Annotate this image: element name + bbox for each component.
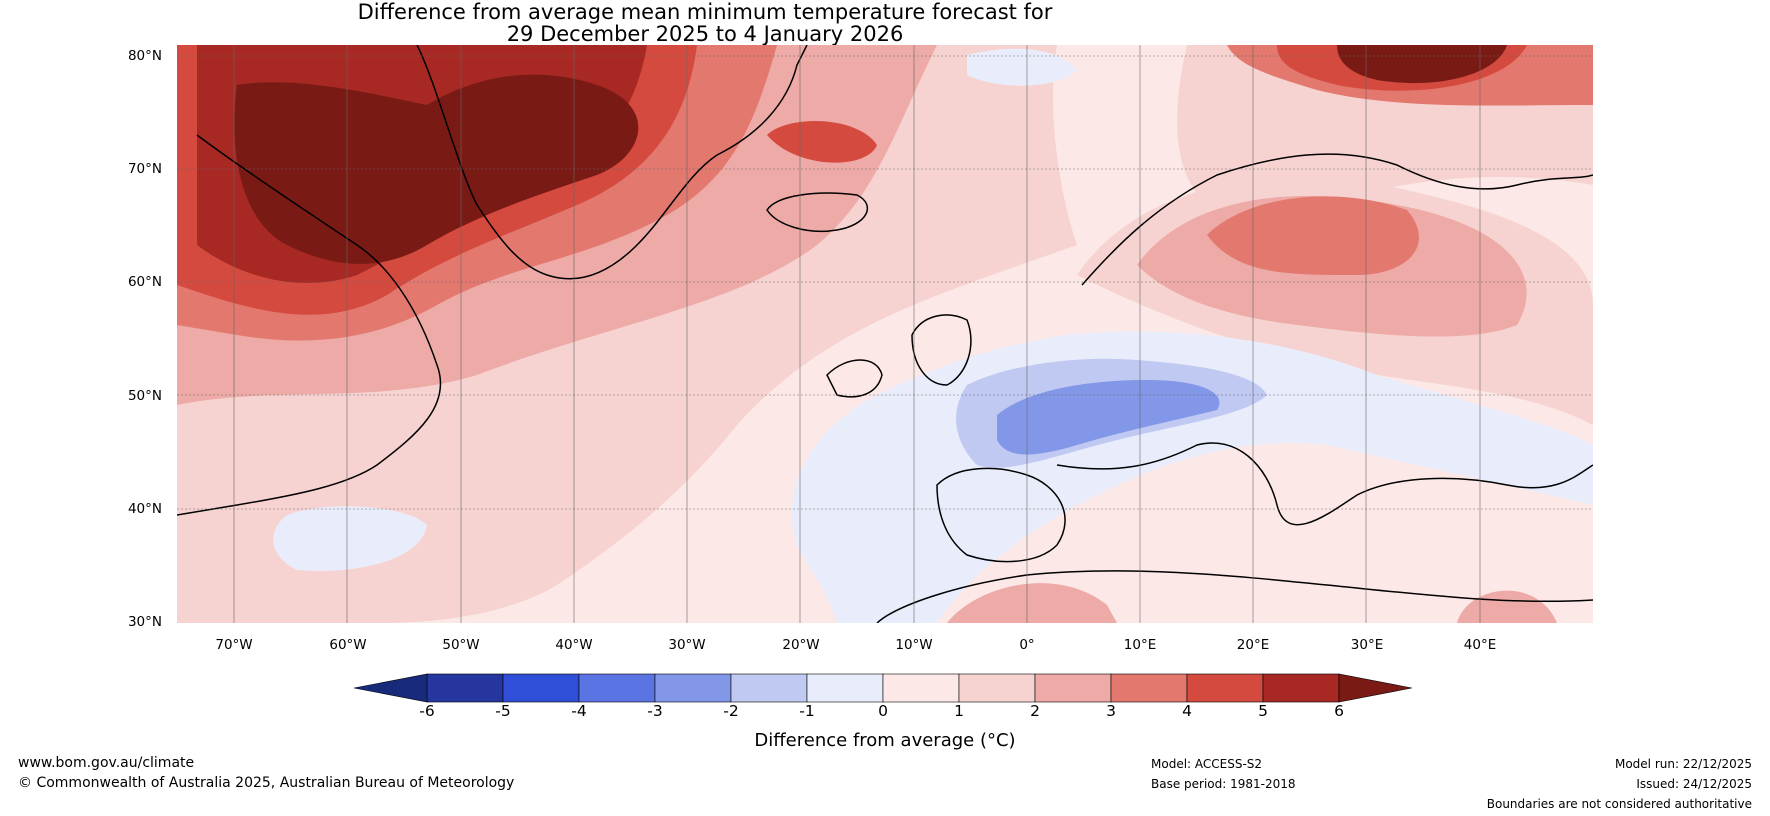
colorbar-tick-label: 3 — [1106, 702, 1116, 720]
issued-text: Issued: 24/12/2025 — [1636, 777, 1752, 791]
anomaly-area-2-to-3-north-africa — [947, 583, 1117, 623]
map-title-line-1: Difference from average mean minimum tem… — [357, 0, 1053, 24]
lat-label-60n: 60°N — [127, 274, 162, 290]
lon-label-30w: 30°W — [668, 637, 706, 653]
anomaly-area-above-6-northeast — [1337, 45, 1507, 84]
lon-label-70w: 70°W — [215, 637, 253, 653]
colorbar-tick-label: 5 — [1258, 702, 1268, 720]
colorbar-swatch-2 — [578, 673, 656, 703]
anomaly-area-4-to-5-iceland — [767, 121, 877, 163]
lat-label-30n: 30°N — [127, 614, 162, 630]
colorbar-tick-label: -2 — [723, 702, 739, 720]
website-text: www.bom.gov.au/climate — [18, 755, 195, 771]
lon-label-10e: 10°E — [1123, 637, 1157, 653]
copyright-text: © Commonwealth of Australia 2025, Austra… — [18, 775, 515, 791]
lon-label-20w: 20°W — [782, 637, 820, 653]
lon-label-30e: 30°E — [1350, 637, 1384, 653]
colorbar-tick-label: -1 — [799, 702, 815, 720]
colorbar-tick-label: 2 — [1030, 702, 1040, 720]
lon-label-40w: 40°W — [555, 637, 593, 653]
lat-label-70n: 70°N — [127, 161, 162, 177]
colorbar-tick-label: -6 — [419, 702, 435, 720]
temperature-anomaly-map — [177, 45, 1593, 623]
disclaimer-text: Boundaries are not considered authoritat… — [1486, 797, 1752, 811]
colorbar-swatch-7 — [958, 673, 1036, 703]
colorbar-label: Difference from average (°C) — [754, 730, 1016, 751]
colorbar-swatch-11 — [1262, 673, 1340, 703]
anomaly-area-minus-1-to-0-atlantic — [273, 506, 427, 571]
coastlines — [177, 45, 1593, 623]
colorbar-tick-label: 4 — [1182, 702, 1192, 720]
lon-label-20e: 20°E — [1236, 637, 1270, 653]
colorbar-swatch-6 — [882, 673, 960, 703]
colorbar-tick-label: -5 — [495, 702, 511, 720]
lon-label-60w: 60°W — [329, 637, 367, 653]
lon-label-40e: 40°E — [1463, 637, 1497, 653]
lat-label-80n: 80°N — [127, 48, 162, 64]
colorbar-swatch-5 — [806, 673, 884, 703]
anomaly-area-minus-1-to-0-arctic — [967, 48, 1077, 86]
lon-label-10w: 10°W — [895, 637, 933, 653]
colorbar-extend-low — [353, 673, 428, 703]
colorbar-swatch-1 — [502, 673, 580, 703]
colorbar-tick-label: -4 — [571, 702, 587, 720]
lat-label-40n: 40°N — [127, 501, 162, 517]
graticule — [177, 45, 1593, 623]
base-period-text: Base period: 1981-2018 — [1151, 777, 1296, 791]
lon-label-0: 0° — [1019, 637, 1035, 653]
colorbar-swatch-9 — [1110, 673, 1188, 703]
lon-label-50w: 50°W — [442, 637, 480, 653]
model-run-text: Model run: 22/12/2025 — [1614, 757, 1752, 771]
colorbar-tick-label: -3 — [647, 702, 663, 720]
colorbar-extend-high — [1338, 673, 1413, 703]
colorbar-swatch-0 — [426, 673, 504, 703]
colorbar-tick-label: 6 — [1334, 702, 1344, 720]
anomaly-area-minus-3-to-minus-2 — [997, 380, 1220, 455]
lat-label-50n: 50°N — [127, 388, 162, 404]
colorbar-swatch-3 — [654, 673, 732, 703]
colorbar-tick-label: 1 — [954, 702, 964, 720]
colorbar-swatch-10 — [1186, 673, 1264, 703]
anomaly-area-above-6 — [234, 74, 639, 264]
colorbar-swatch-8 — [1034, 673, 1112, 703]
colorbar-tick-label: 0 — [878, 702, 888, 720]
model-text: Model: ACCESS-S2 — [1151, 757, 1263, 771]
colorbar-swatch-4 — [730, 673, 808, 703]
map-title-line-2: 29 December 2025 to 4 January 2026 — [506, 22, 904, 46]
